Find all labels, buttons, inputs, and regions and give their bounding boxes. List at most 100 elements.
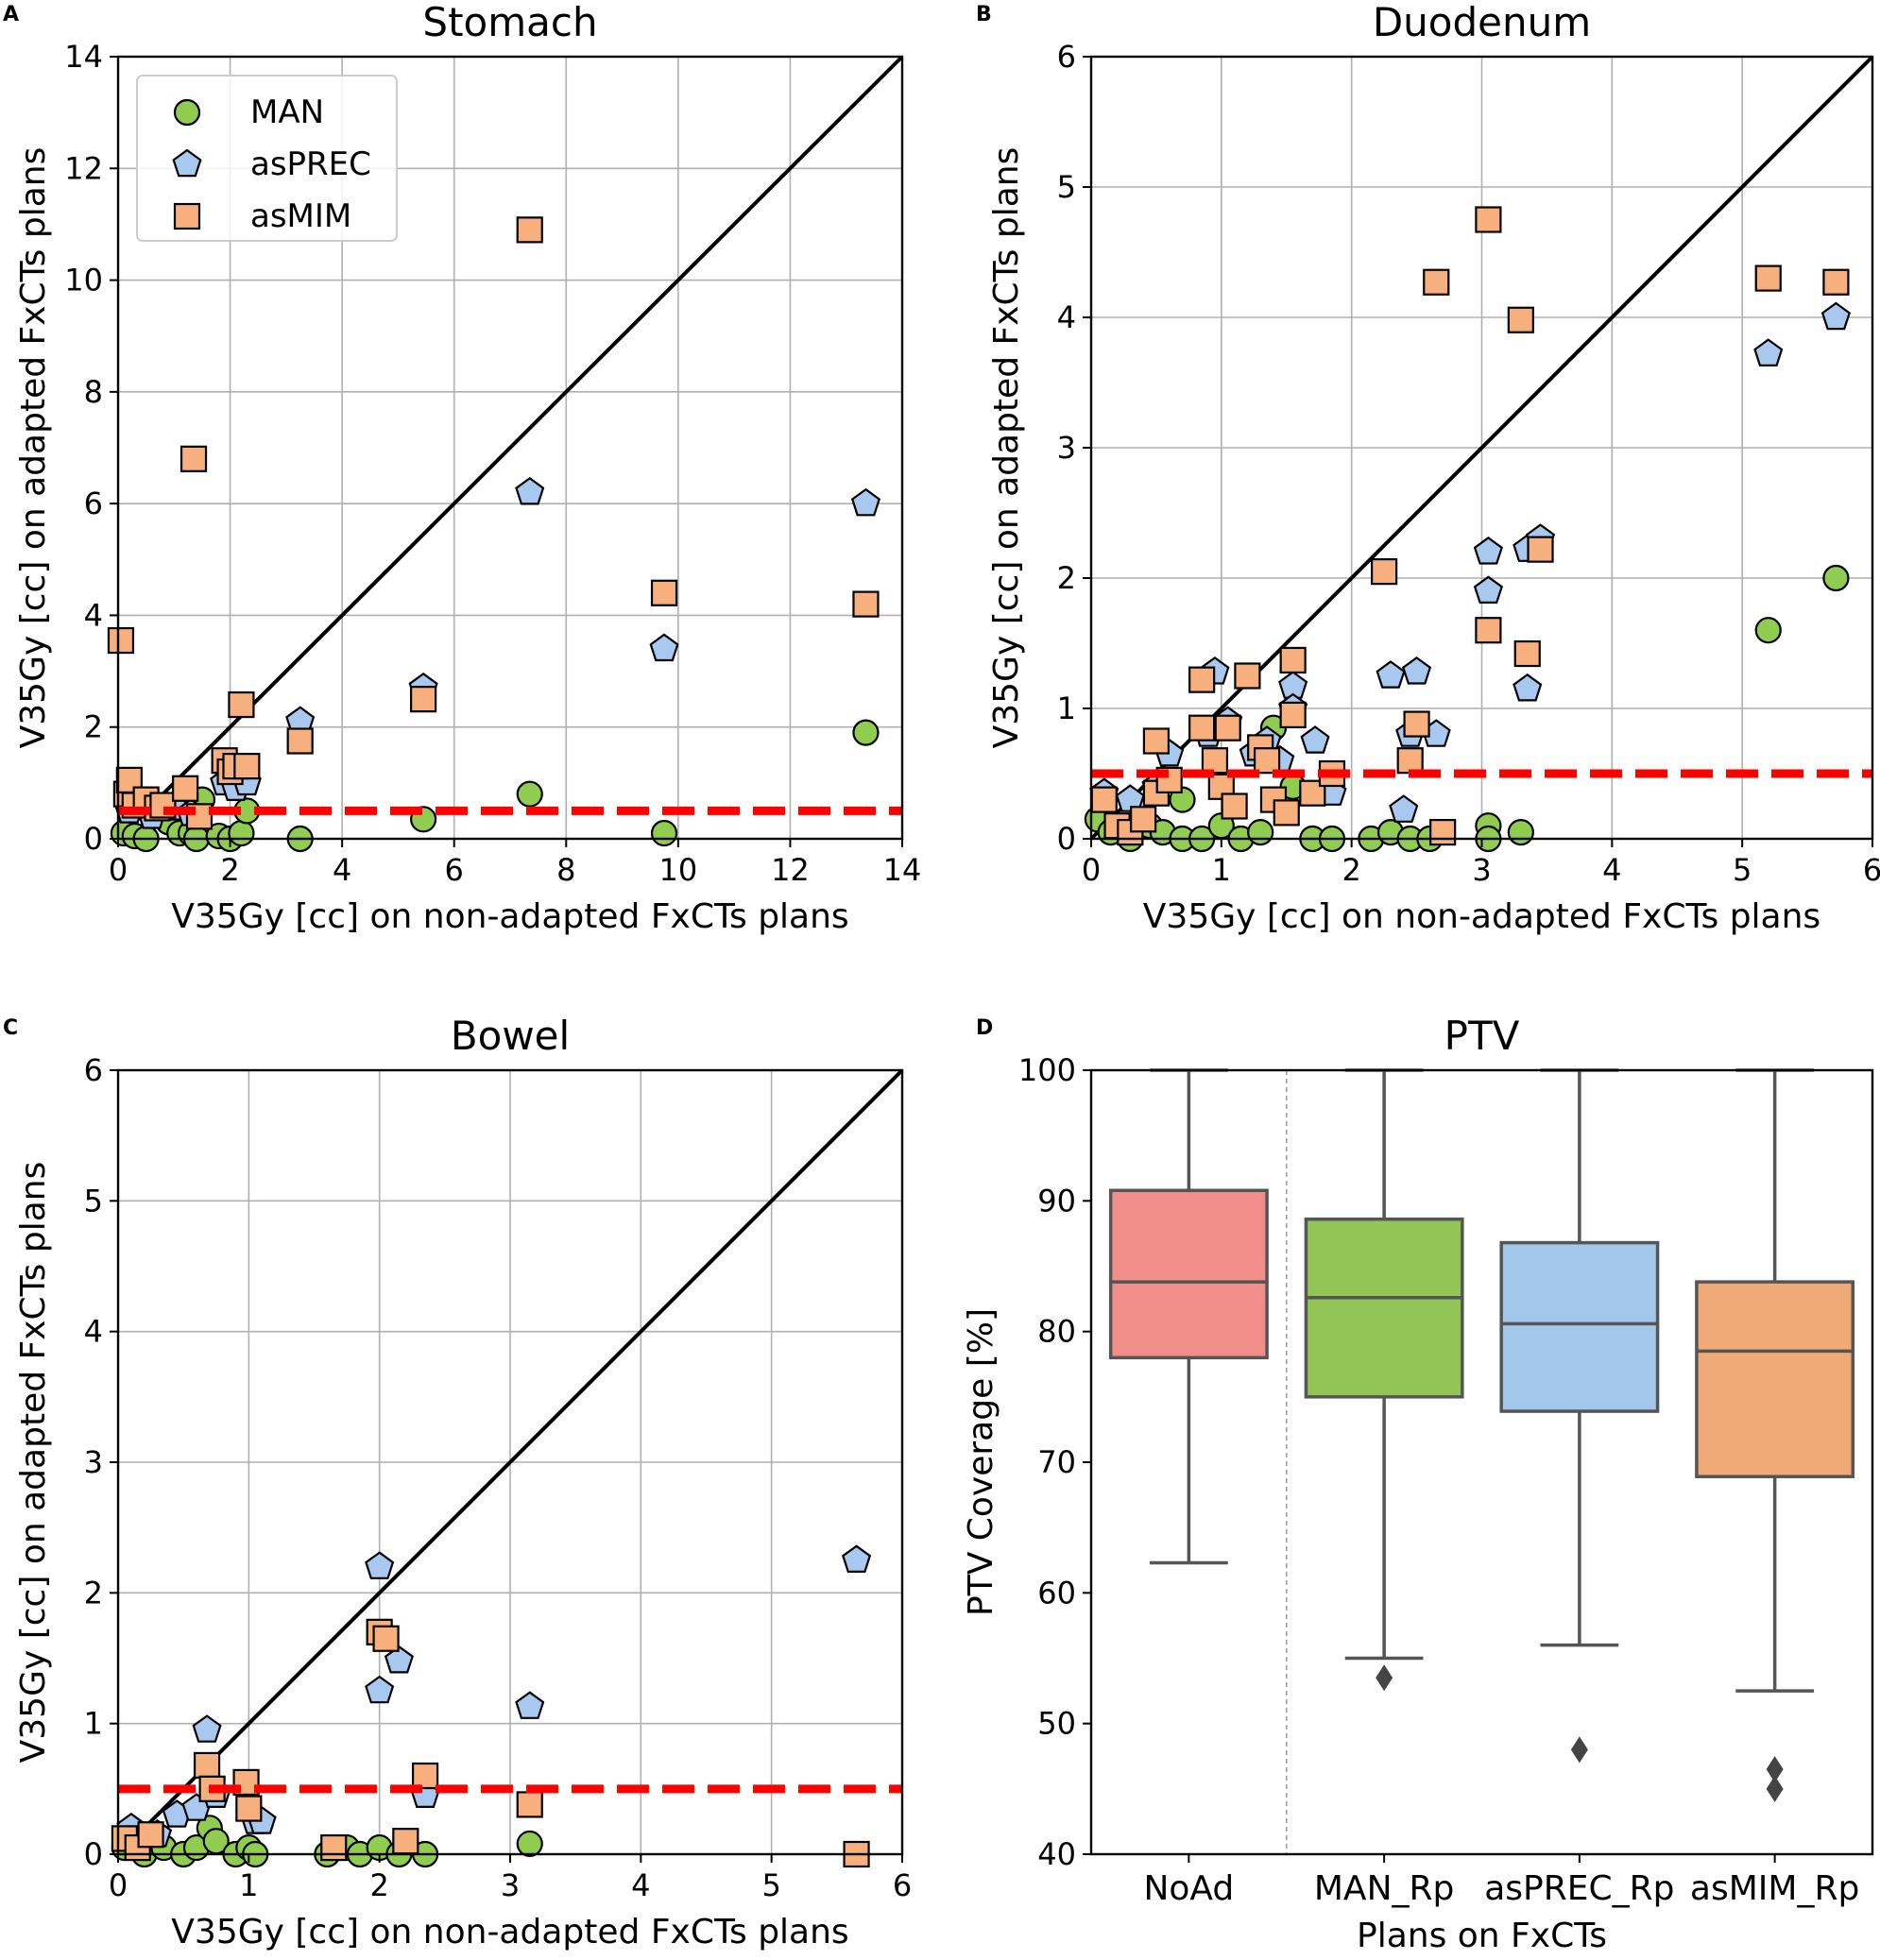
panel-label: B xyxy=(976,3,992,26)
data-point-asprec xyxy=(365,1675,395,1704)
data-point-asmim xyxy=(650,579,678,606)
data-point-asmim xyxy=(193,1751,221,1780)
chart-title: PTV xyxy=(1444,1013,1520,1059)
y-tick-label: 6 xyxy=(84,486,103,521)
legend-box xyxy=(136,75,398,242)
identity-line xyxy=(116,1068,904,1856)
data-point-asmim xyxy=(516,216,543,244)
data-point-man xyxy=(1507,818,1534,846)
x-tick-label: 5 xyxy=(761,1867,780,1903)
y-tick-label: 90 xyxy=(1037,1183,1076,1219)
data-point-asmim xyxy=(1429,818,1457,846)
y-tick-label: 2 xyxy=(1057,560,1076,596)
y-tick-label: 40 xyxy=(1037,1836,1076,1872)
legend-marker-asprec xyxy=(172,148,202,178)
data-point-asmim xyxy=(286,727,314,755)
y-tick-label: 4 xyxy=(84,1314,103,1350)
iqr-box xyxy=(1304,1217,1464,1399)
data-point-asmim xyxy=(1188,714,1216,741)
panel-label: A xyxy=(3,3,19,26)
series-asmim xyxy=(1090,206,1850,846)
x-tick-label: 1 xyxy=(1212,852,1231,888)
iqr-box xyxy=(1499,1240,1660,1413)
data-point-asprec xyxy=(1753,338,1784,366)
data-point-asprec xyxy=(192,1714,222,1743)
y-axis-label: V35Gy [cc] on adapted FxCTs plans xyxy=(14,147,53,749)
identity-line xyxy=(1089,55,1874,841)
legend-marker-asmim xyxy=(173,202,201,230)
x-tick-label: 1 xyxy=(239,1867,258,1903)
data-point-asmim xyxy=(137,1821,164,1849)
legend-marker-man xyxy=(173,98,201,127)
x-tick-label: 14 xyxy=(883,852,922,888)
y-tick-label: 100 xyxy=(1018,1052,1076,1088)
x-tick-label: 8 xyxy=(556,852,575,888)
data-point-asmim xyxy=(1273,799,1300,827)
x-tick-label: 6 xyxy=(445,852,464,888)
series-man xyxy=(111,1815,870,1868)
data-point-asprec xyxy=(515,1691,545,1719)
x-tick-label: 10 xyxy=(658,852,697,888)
x-tick-label: 6 xyxy=(1863,852,1880,888)
data-point-asmim xyxy=(411,1762,439,1790)
data-point-asmim xyxy=(1527,536,1554,563)
data-point-asmim xyxy=(1299,779,1326,807)
chart-title: Stomach xyxy=(422,0,597,45)
box-asprec_rp xyxy=(1499,1068,1660,1764)
data-point-man xyxy=(516,780,543,808)
data-point-asmim xyxy=(1253,747,1281,775)
data-point-asmim xyxy=(516,1791,543,1818)
data-point-asmim xyxy=(1403,710,1430,738)
data-point-asprec xyxy=(1473,537,1503,565)
chart-title: Duodenum xyxy=(1373,0,1591,45)
y-tick-label: 4 xyxy=(84,597,103,633)
data-point-asmim xyxy=(1475,206,1502,233)
data-point-asmim xyxy=(1423,268,1450,296)
y-tick-label: 1 xyxy=(84,1706,103,1742)
data-point-asprec xyxy=(1376,660,1406,689)
x-tick-label: 0 xyxy=(1082,852,1101,888)
data-point-man xyxy=(1822,564,1850,592)
y-tick-label: 3 xyxy=(1057,430,1076,466)
iqr-box xyxy=(1108,1188,1269,1360)
y-axis-label: PTV Coverage [%] xyxy=(962,1308,1000,1616)
y-tick-label: 2 xyxy=(84,1575,103,1611)
x-tick-label: 0 xyxy=(109,1867,128,1903)
data-point-asmim xyxy=(1507,306,1534,333)
legend-label-asmim: asMIM xyxy=(250,197,351,235)
data-point-asprec xyxy=(515,476,545,505)
data-point-asmim xyxy=(1214,714,1241,741)
data-point-asprec xyxy=(1402,656,1432,685)
data-point-asmim xyxy=(1188,666,1216,693)
y-tick-label: 0 xyxy=(1057,821,1076,857)
data-point-asmim xyxy=(320,1833,348,1862)
data-point-man xyxy=(1754,617,1782,644)
y-tick-label: 50 xyxy=(1037,1706,1076,1742)
panel-label: C xyxy=(3,1016,18,1040)
x-axis-label: V35Gy [cc] on non-adapted FxCTs plans xyxy=(1143,897,1820,936)
y-tick-label: 0 xyxy=(84,1836,103,1872)
y-axis-label: V35Gy [cc] on adapted FxCTs plans xyxy=(987,147,1026,749)
data-point-man xyxy=(1247,818,1274,846)
x-category-label: MAN_Rp xyxy=(1314,1869,1454,1908)
x-tick-label: 2 xyxy=(220,852,239,888)
legend: MAN asPREC asMIM xyxy=(136,75,398,242)
data-point-asmim xyxy=(107,626,135,655)
y-tick-label: 6 xyxy=(1057,39,1076,75)
data-point-asprec xyxy=(1473,575,1503,605)
data-point-asmim xyxy=(372,1625,400,1652)
data-point-asmim xyxy=(1754,264,1782,292)
legend-label-asprec: asPREC xyxy=(250,145,371,183)
x-tick-label: 4 xyxy=(631,1867,650,1903)
data-point-man xyxy=(852,719,880,746)
x-tick-label: 2 xyxy=(369,1867,388,1903)
series-asprec xyxy=(1089,301,1851,823)
data-point-asmim xyxy=(1279,701,1307,729)
data-point-man xyxy=(516,1830,543,1858)
x-tick-label: 4 xyxy=(333,852,351,888)
panel-d-ptv-boxplot: 40 50 60 70 80 90 100 NoAd MAN_Rp asPREC_Rp asMIM_… xyxy=(962,1013,1874,1955)
data-point-asmim xyxy=(1090,786,1118,813)
y-tick-label: 1 xyxy=(1057,690,1076,726)
panel-b-duodenum-scatter: 0 1 2 3 4 5 6 0 1 2 3 4 5 6 V35Gy [cc] on non-adapted … xyxy=(976,0,1880,936)
data-point-asprec xyxy=(649,633,679,662)
